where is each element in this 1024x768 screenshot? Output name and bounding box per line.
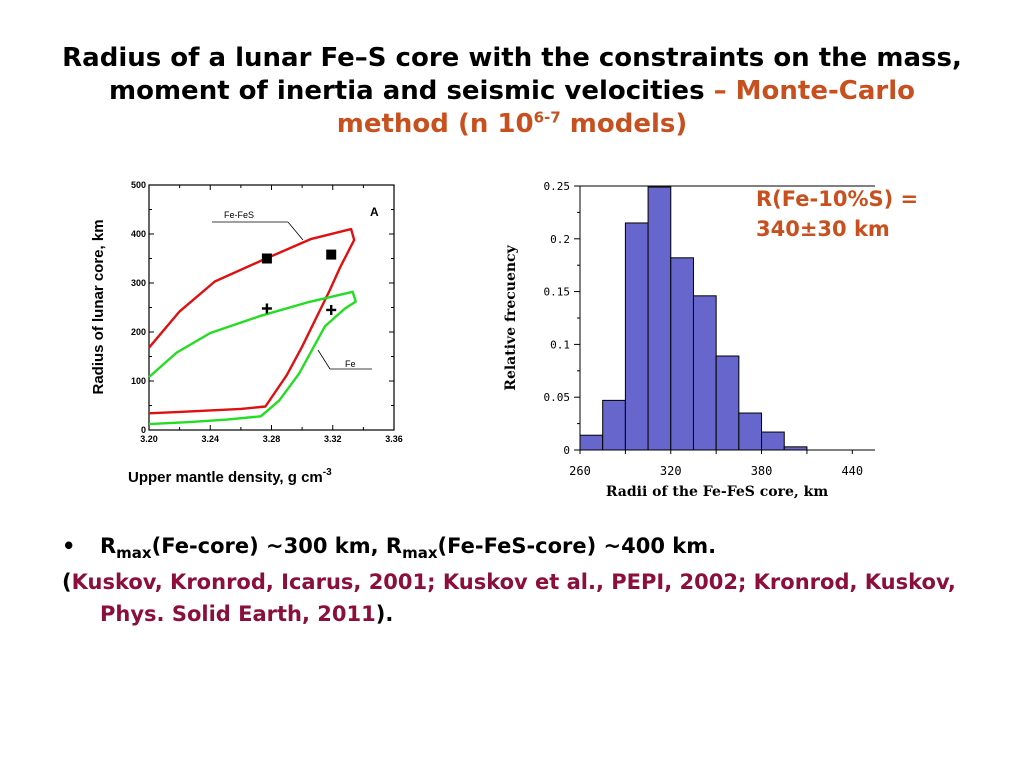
chart-b-xtick-label: 440 — [841, 464, 863, 478]
chart-a-xlabel-sup: -3 — [323, 467, 332, 478]
histogram-bar — [692, 295, 717, 451]
title-line-3-a: method (n 10 — [336, 109, 534, 139]
plus-marker — [261, 303, 272, 314]
chart-a-xtick-label: 3.36 — [385, 434, 403, 444]
chart-a-xtick-label: 3.32 — [324, 434, 342, 444]
bullet-r1: R — [100, 534, 117, 558]
chart-a-ylabel: Radius of lunar core, km — [90, 219, 107, 394]
chart-b-ytick-label: 0.2 — [550, 233, 570, 246]
chart-b-xtick-label: 260 — [569, 464, 591, 478]
chart-a-xtick-label: 3.28 — [263, 434, 281, 444]
chart-a-panel-label: A — [370, 205, 379, 219]
chart-a-markers — [261, 249, 337, 315]
histogram-bar — [670, 257, 694, 451]
chart-b-ytick-label: 0 — [563, 444, 570, 457]
chart-a-ytick-label: 400 — [131, 229, 146, 239]
series-curve-fe — [148, 290, 357, 426]
chart-a-curves — [148, 227, 357, 426]
chart-b-ylabel: Relative frecuency — [503, 244, 519, 390]
chart-b-xtick-label: 320 — [660, 464, 682, 478]
fe-leader-diag — [317, 349, 331, 370]
bullet-r1-text: (Fe-core) ~300 km, — [151, 534, 386, 558]
chart-b-ytick-label: 0.1 — [550, 338, 570, 351]
fe-fes-annotation: Fe-FeS — [224, 210, 254, 220]
chart-a-ytick-label: 100 — [131, 376, 146, 386]
title-line-2-accent: – Monte-Carlo — [713, 76, 915, 106]
title-line-3-b: models — [560, 109, 676, 139]
reference-line: (Kuskov, Kronrod, Icarus, 2001; Kuskov e… — [62, 566, 982, 630]
chart-b-ytick-label: 0.25 — [544, 180, 571, 193]
chart-a-ticks: 3.20 3.24 3.28 3.32 3.36 0 100 200 300 400 500 — [131, 180, 403, 444]
title-line-3: method (n 106-7 models) — [40, 108, 984, 141]
fe-annotation: Fe — [345, 359, 356, 369]
histogram-bar — [715, 355, 740, 451]
chart-b-ytick-label: 0.15 — [544, 286, 571, 299]
reference-text: Kuskov, Kronrod, Icarus, 2001; Kuskov et… — [71, 570, 956, 626]
histogram-bar — [602, 399, 626, 451]
bullet-item: • Rmax(Fe-core) ~300 km, Rmax(Fe-FeS-cor… — [62, 530, 982, 562]
bullet-marker: • — [62, 534, 76, 558]
reference-close: ). — [375, 602, 394, 626]
chart-a-ytick-label: 200 — [131, 327, 146, 337]
result-note-line-2: 340±30 km — [756, 217, 890, 241]
chart-a-xtick-label: 3.20 — [140, 434, 158, 444]
plus-marker — [326, 304, 337, 315]
title-line-1: Radius of a lunar Fe–S core with the con… — [62, 43, 962, 73]
slide-title: Radius of a lunar Fe–S core with the con… — [40, 42, 984, 141]
chart-b-xlabel: Radii of the Fe-FeS core, km — [606, 484, 829, 500]
bullet-r2-text: (Fe-FeS-core) ~400 km. — [437, 534, 717, 558]
series-curve-fe-fes — [148, 227, 356, 415]
chart-b-axes: 0 0.05 0.1 0.15 0.2 0.25 260 320 380 440 — [544, 180, 875, 478]
result-note: R(Fe-10%S) = 340±30 km — [756, 184, 918, 244]
chart-a-xlabel: Upper mantle density, g cm-3 — [128, 467, 332, 486]
square-marker — [261, 253, 272, 264]
histogram-bar — [624, 222, 649, 451]
bullet-section: • Rmax(Fe-core) ~300 km, Rmax(Fe-FeS-cor… — [62, 530, 982, 630]
bullet-r2: R — [385, 534, 403, 558]
title-line-3-close: ) — [675, 109, 688, 139]
chart-a-ytick-label: 0 — [141, 425, 146, 435]
bullet-r2-sub: max — [402, 544, 438, 563]
chart-a-ytick-label: 500 — [131, 180, 146, 190]
result-note-line-1: R(Fe-10%S) = — [756, 187, 919, 211]
histogram-bar — [579, 434, 604, 451]
chart-a-ytick-label: 300 — [131, 278, 146, 288]
title-line-2-text: moment of inertia and seismic velocities — [109, 76, 714, 106]
title-line-3-sup: 6-7 — [533, 108, 561, 127]
chart-b-xtick-label: 380 — [751, 464, 773, 478]
bullet-r1-sub: max — [116, 544, 152, 563]
chart-a-xlabel-text: Upper mantle density, g cm — [128, 469, 323, 486]
chart-b-bars — [579, 186, 808, 451]
chart-b-ytick-label: 0.05 — [544, 391, 571, 404]
histogram-bar — [738, 412, 763, 451]
square-marker — [326, 249, 337, 260]
chart-a-xtick-label: 3.24 — [201, 434, 219, 444]
fe-fes-leader-diag — [287, 221, 304, 241]
histogram-bar — [761, 431, 785, 451]
title-line-2: moment of inertia and seismic velocities… — [40, 75, 984, 108]
reference-open: ( — [62, 570, 72, 594]
histogram-bar — [647, 186, 672, 451]
